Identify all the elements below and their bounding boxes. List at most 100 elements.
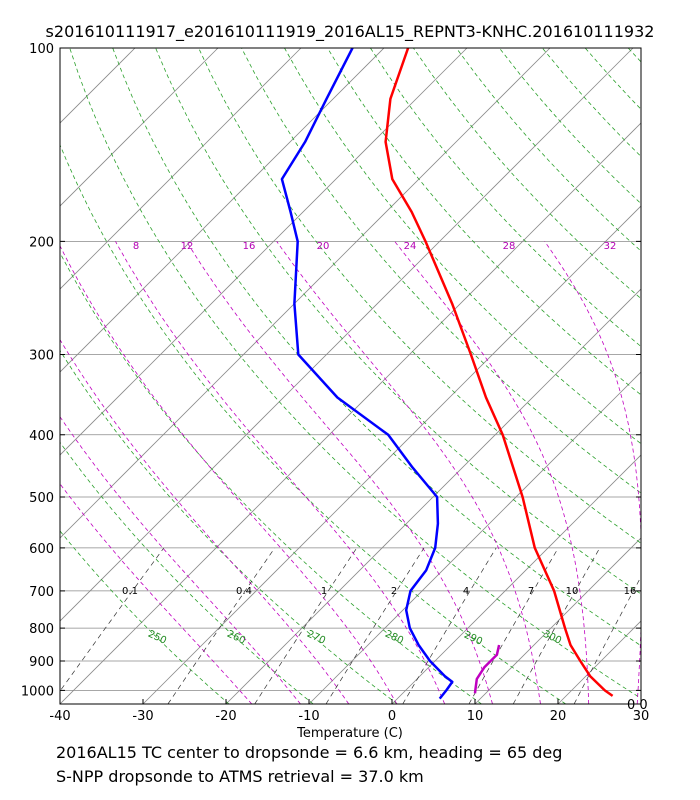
mixing-ratio-label: 10 <box>566 586 579 597</box>
footer-line-1: 2016AL15 TC center to dropsonde = 6.6 km… <box>56 743 562 762</box>
dry-adiabat <box>327 48 641 396</box>
mixing-ratio-label: 16 <box>624 586 637 597</box>
moist-adiabat <box>276 241 541 704</box>
dry-adiabat <box>60 530 230 704</box>
dry-adiabat <box>455 48 641 252</box>
y-tick-label: 800 <box>29 622 54 637</box>
isotherm-line <box>308 371 641 704</box>
isotherm-line <box>557 620 641 704</box>
mixing-ratio-label: 1 <box>321 586 327 597</box>
x-tick-label: 0 <box>388 709 396 724</box>
y-tick-label: 500 <box>29 491 54 506</box>
mixing-ratio-line <box>512 547 601 704</box>
x-tick-label: 10 <box>467 709 484 724</box>
equiv-potential-label: 16 <box>243 241 256 252</box>
equiv-potential-label: 20 <box>317 241 330 252</box>
dry-adiabat <box>498 48 641 205</box>
y-tick-label: 900 <box>29 655 54 670</box>
equiv-potential-label: 24 <box>404 241 417 252</box>
profile-line <box>473 644 501 694</box>
mixing-ratio-line <box>325 547 425 704</box>
dry-adiabat <box>541 48 641 158</box>
x-tick-label: -10 <box>298 709 319 724</box>
potential-temp-label: 290 <box>462 630 484 648</box>
isotherm-line <box>0 48 52 704</box>
mixing-ratio-label: 0.1 <box>122 586 138 597</box>
dry-adiabat <box>284 48 641 445</box>
dry-adiabat <box>60 441 314 704</box>
equiv-potential-label: 32 <box>604 241 617 252</box>
mixing-ratio-label: 4 <box>463 586 469 597</box>
mixing-ratio-line <box>254 547 358 704</box>
dry-adiabat <box>627 48 641 63</box>
isotherm-line <box>60 48 468 456</box>
dry-adiabat <box>198 48 641 544</box>
isotherm-line <box>391 454 641 704</box>
isotherm-line <box>60 48 634 622</box>
dry-adiabat <box>112 48 641 647</box>
dry-adiabat <box>671 48 700 704</box>
y-tick-label: 400 <box>29 429 54 444</box>
moist-adiabat <box>60 338 350 704</box>
chart-profiles <box>280 48 614 700</box>
equiv-potential-label: 8 <box>133 241 139 252</box>
moist-adiabat <box>60 483 253 704</box>
isotherm-line <box>474 537 641 704</box>
equiv-potential-label: 28 <box>503 241 516 252</box>
isotherm-line <box>60 122 641 704</box>
x-tick-label: -40 <box>49 709 70 724</box>
dry-adiabat <box>155 48 641 595</box>
chart-grid <box>0 48 700 704</box>
chart-title: s201610111917_e201610111919_2016AL15_REP… <box>46 22 655 42</box>
y-tick-label: 700 <box>29 585 54 600</box>
dry-adiabat <box>370 48 641 348</box>
dry-adiabat <box>60 349 398 704</box>
moist-adiabat <box>115 241 446 704</box>
y-tick-label: 600 <box>29 542 54 557</box>
dry-adiabat <box>60 143 566 704</box>
isotherm-line <box>60 48 385 373</box>
mixing-ratio-label: 2 <box>391 586 397 597</box>
dry-adiabat <box>241 48 641 494</box>
isotherm-line <box>60 48 302 290</box>
y-tick-label: 100 <box>29 42 54 57</box>
equiv-potential-label: 12 <box>181 241 194 252</box>
isotherm-line <box>640 703 641 704</box>
x-tick-label: 30 <box>633 709 650 724</box>
corner-label: 0 0 <box>627 698 648 713</box>
moist-adiabat <box>544 241 641 704</box>
isotherm-line <box>225 288 641 704</box>
y-tick-label: 300 <box>29 348 54 363</box>
footer-line-2: S-NPP dropsonde to ATMS retrieval = 37.0… <box>56 767 424 786</box>
y-tick-label: 1000 <box>21 684 54 699</box>
y-tick-label: 200 <box>29 235 54 250</box>
profile-line <box>384 48 614 697</box>
dry-adiabat <box>413 48 641 300</box>
mixing-ratio-label: 0.4 <box>236 586 252 597</box>
x-tick-label: -30 <box>132 709 153 724</box>
isotherm-line <box>142 205 641 704</box>
dry-adiabat <box>584 48 641 110</box>
mixing-ratio-label: 7 <box>528 586 534 597</box>
moist-adiabat <box>60 416 301 704</box>
x-axis-label: Temperature (C) <box>296 726 403 741</box>
potential-temp-label: 260 <box>225 629 247 647</box>
isotherm-line <box>60 48 219 207</box>
dry-adiabat <box>60 251 482 704</box>
x-tick-label: -20 <box>215 709 236 724</box>
profile-line <box>280 48 454 700</box>
mixing-ratio-line <box>573 576 641 704</box>
moist-adiabat <box>686 241 700 704</box>
x-tick-label: 20 <box>550 709 567 724</box>
mixing-ratio-line <box>167 547 276 704</box>
moist-adiabat <box>394 241 590 704</box>
dry-adiabat <box>69 48 641 699</box>
potential-temp-label: 250 <box>146 629 168 647</box>
potential-temp-label: 270 <box>305 629 327 647</box>
plot-frame <box>59 47 642 705</box>
mixing-ratio-line <box>60 547 165 692</box>
moist-adiabat <box>60 244 398 704</box>
isotherm-line <box>60 48 551 539</box>
